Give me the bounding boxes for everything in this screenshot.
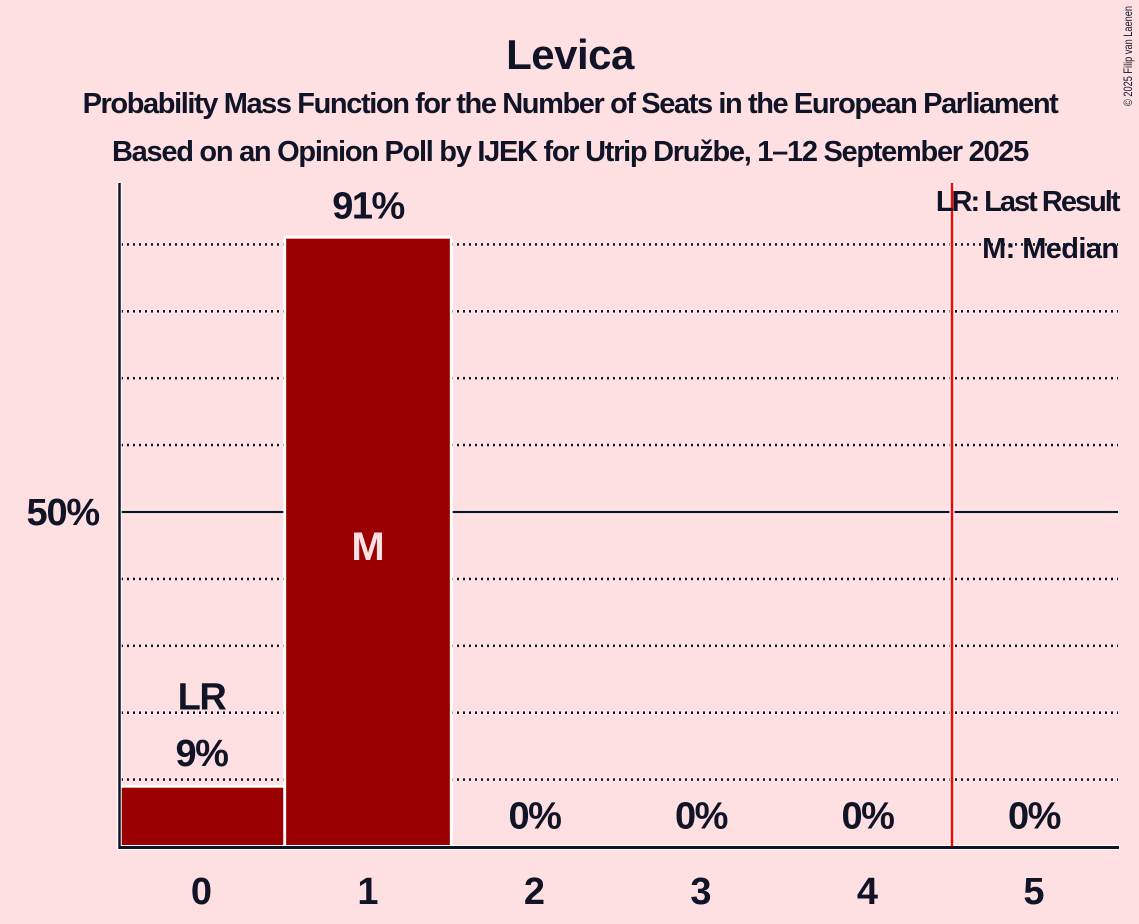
svg-text:0%: 0%	[1008, 796, 1061, 838]
svg-text:0%: 0%	[842, 796, 895, 838]
svg-text:0%: 0%	[509, 796, 562, 838]
svg-text:4: 4	[857, 871, 878, 913]
svg-text:© 2025 Filip van Laenen: © 2025 Filip van Laenen	[1121, 6, 1135, 106]
svg-text:Based on an Opinion Poll by IJ: Based on an Opinion Poll by IJEK for Utr…	[112, 136, 1029, 168]
svg-text:2: 2	[524, 871, 545, 913]
svg-text:1: 1	[357, 871, 378, 913]
svg-text:0%: 0%	[675, 796, 728, 838]
svg-text:50%: 50%	[27, 492, 100, 534]
svg-text:M: M	[351, 525, 384, 569]
svg-text:LR: Last Result: LR: Last Result	[936, 186, 1121, 218]
svg-text:LR: LR	[178, 677, 227, 719]
svg-text:5: 5	[1023, 871, 1044, 913]
svg-text:91%: 91%	[332, 186, 404, 228]
svg-text:Levica: Levica	[506, 31, 635, 78]
svg-text:Probability Mass Function for: Probability Mass Function for the Number…	[83, 88, 1060, 120]
svg-text:3: 3	[690, 871, 711, 913]
svg-text:9%: 9%	[176, 733, 229, 775]
svg-text:0: 0	[191, 871, 212, 913]
svg-text:M: Median: M: Median	[982, 233, 1118, 265]
